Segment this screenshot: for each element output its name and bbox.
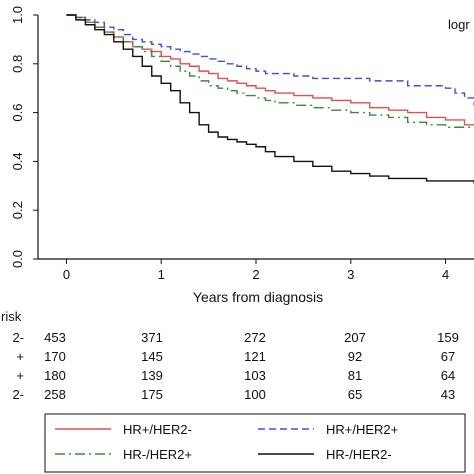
x-tick-label: 0: [63, 267, 70, 282]
risk-row-label: +: [16, 368, 24, 383]
series-line-1: [66, 14, 474, 106]
series-line-0: [66, 14, 474, 126]
y-tick-label: 0.0: [10, 250, 25, 268]
logrank-annotation: logr: [448, 17, 470, 32]
axes-frame: [37, 15, 474, 260]
risk-cell: 100: [244, 387, 266, 402]
risk-cell: 145: [141, 349, 163, 364]
number-at-risk-table: risk 2- 453 371 272 207 159 + 170 145 121 92 67 + 180 1…: [1, 309, 459, 402]
legend: HR+/HER2- HR+/HER2+ HR-/HER2+ HR-/HER2-: [44, 413, 466, 473]
risk-table-title: risk: [1, 309, 22, 324]
risk-cell: 180: [44, 368, 66, 383]
plot-area: [37, 14, 474, 260]
risk-cell: 272: [244, 330, 266, 345]
risk-cell: 175: [141, 387, 163, 402]
x-tick-label: 4: [442, 267, 449, 282]
legend-label-1: HR+/HER2+: [326, 422, 398, 437]
y-tick-label: 0.6: [10, 104, 25, 122]
risk-cell: 92: [348, 349, 362, 364]
legend-label-3: HR-/HER2-: [326, 447, 392, 462]
legend-label-2: HR-/HER2+: [123, 447, 192, 462]
legend-box: [44, 413, 466, 473]
risk-cell: 170: [44, 349, 66, 364]
series-line-3: [66, 14, 474, 184]
risk-cell: 121: [244, 349, 266, 364]
risk-cell: 258: [44, 387, 66, 402]
x-axis-ticks: 0 1 2 3 4: [63, 259, 449, 282]
risk-cell: 81: [348, 368, 362, 383]
risk-cell: 43: [441, 387, 455, 402]
risk-cell: 371: [141, 330, 163, 345]
x-axis-title: Years from diagnosis: [193, 289, 323, 305]
y-tick-label: 0.2: [10, 201, 25, 219]
y-tick-label: 1.0: [10, 6, 25, 24]
risk-row-label: 2-: [12, 387, 24, 402]
risk-row-label: 2-: [12, 330, 24, 345]
y-tick-label: 0.8: [10, 55, 25, 73]
risk-cell: 64: [441, 368, 455, 383]
risk-cell: 207: [344, 330, 366, 345]
risk-cell: 139: [141, 368, 163, 383]
x-tick-label: 3: [347, 267, 354, 282]
risk-cell: 453: [44, 330, 66, 345]
risk-cell: 65: [348, 387, 362, 402]
risk-cell: 67: [441, 349, 455, 364]
series-line-2: [66, 14, 474, 128]
risk-row-label: +: [16, 349, 24, 364]
risk-cell: 103: [244, 368, 266, 383]
y-axis-ticks: 0.0 0.2 0.4 0.6 0.8 1.0: [10, 6, 38, 268]
x-tick-label: 2: [252, 267, 259, 282]
legend-label-0: HR+/HER2-: [123, 422, 192, 437]
risk-cell: 159: [437, 330, 459, 345]
y-tick-label: 0.4: [10, 152, 25, 170]
x-tick-label: 1: [158, 267, 165, 282]
